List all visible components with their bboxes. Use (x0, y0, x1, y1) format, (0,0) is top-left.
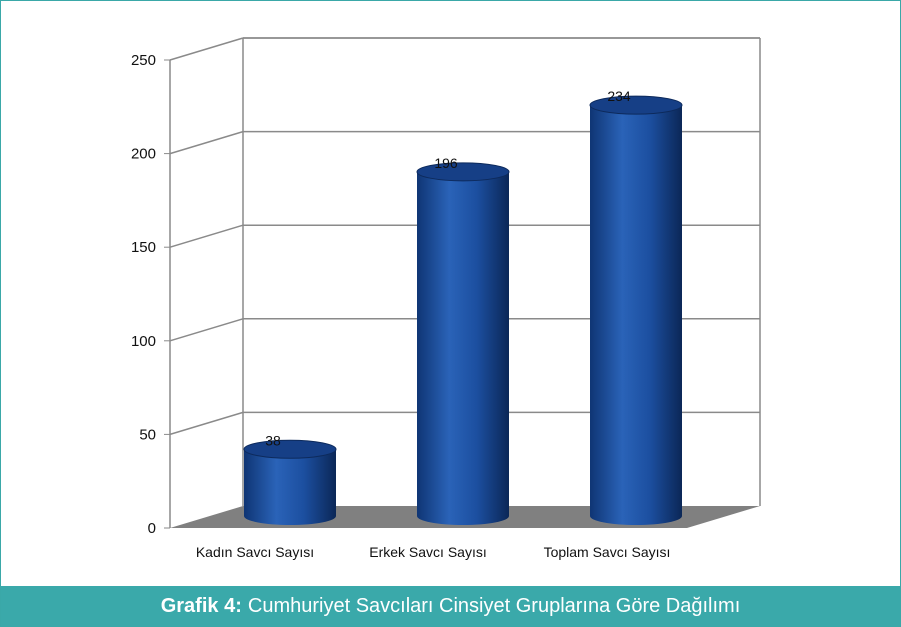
caption-label: Grafik 4: (160, 594, 242, 617)
y-tick-label: 150 (131, 239, 156, 256)
chart-caption: Grafik 4: Cumhuriyet Savcıları Cinsiyet … (1, 586, 900, 626)
gridline-side (169, 224, 244, 248)
y-tick-label: 0 (148, 520, 156, 537)
y-tick-label: 100 (131, 333, 156, 350)
caption-text: Cumhuriyet Savcıları Cinsiyet Gruplarına… (247, 594, 741, 617)
x-category-label: Erkek Savcı Sayısı (369, 544, 486, 560)
bar-cylinder (244, 449, 336, 525)
data-label: 196 (434, 155, 458, 171)
gridline-side (169, 318, 244, 342)
bar-top-cap (416, 162, 510, 182)
gridline-side (169, 411, 244, 436)
y-tick-label: 200 (131, 146, 156, 163)
y-tick-label: 50 (139, 426, 156, 443)
bar-chart: 0 50 100 150 200 250 38 Kadın Savcı Sayısı 196 E… (131, 37, 761, 560)
gridline-side (169, 130, 244, 155)
data-label: 38 (265, 432, 281, 448)
gridline-side (169, 37, 244, 61)
bar-top-cap (243, 439, 337, 459)
y-tick-label: 250 (131, 52, 156, 69)
bar-cylinder (590, 105, 682, 525)
x-category-label: Kadın Savcı Sayısı (196, 544, 314, 560)
x-category-label: Toplam Savcı Sayısı (544, 544, 671, 560)
bar-top-cap (589, 95, 683, 115)
bar-cylinder (417, 171, 509, 525)
data-label: 234 (607, 88, 631, 104)
